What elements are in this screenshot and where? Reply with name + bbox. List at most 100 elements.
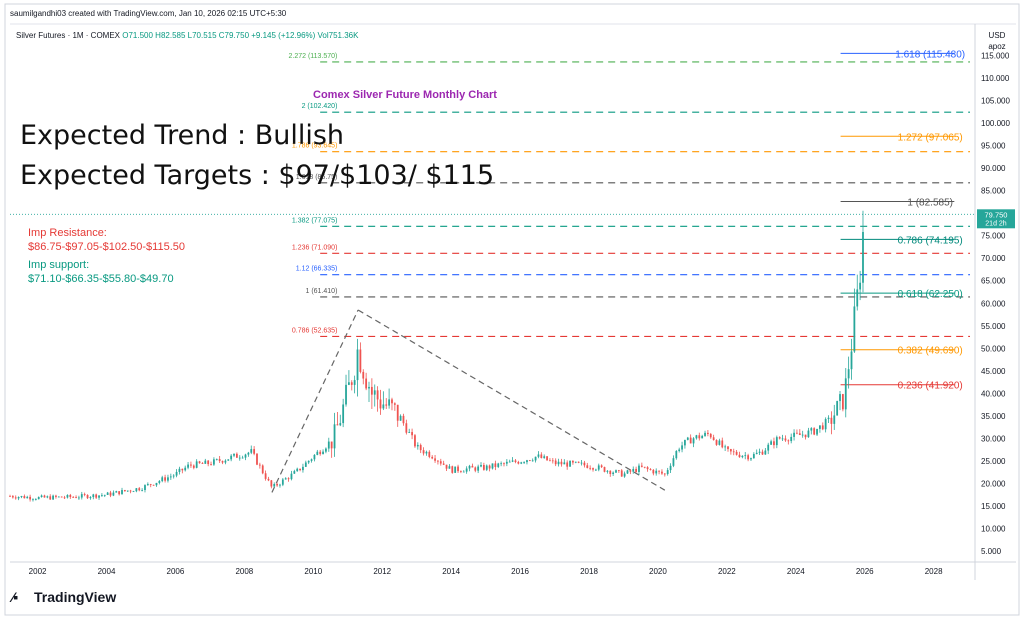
- candle-body: [215, 459, 218, 460]
- candle-body: [600, 465, 603, 468]
- candle-body: [661, 471, 663, 474]
- y-tick-label: 60.000: [981, 299, 1006, 308]
- candle-body: [577, 461, 580, 463]
- candle-body: [184, 467, 187, 471]
- candle-body: [293, 471, 296, 474]
- candle-body: [342, 404, 345, 424]
- candle-body: [862, 231, 864, 283]
- candle-body: [385, 404, 388, 406]
- candle-body: [761, 451, 764, 455]
- candle-body: [46, 496, 49, 498]
- candle-body: [313, 454, 316, 460]
- candle-body: [491, 463, 494, 469]
- candle-body: [528, 460, 531, 462]
- candle-body: [557, 461, 560, 465]
- candle-body: [227, 459, 230, 461]
- candle-body: [72, 497, 75, 498]
- fib-extension-label: 0.236 (41.920): [898, 381, 963, 392]
- y-tick-label: 55.000: [981, 322, 1006, 331]
- candle-body: [356, 349, 359, 381]
- x-tick-label: 2014: [442, 567, 460, 576]
- candle-body: [807, 430, 810, 438]
- candle-body: [135, 488, 138, 492]
- support-values: $71.10-$66.35-$55.80-$49.70: [28, 273, 174, 285]
- candle-body: [775, 437, 778, 446]
- candle-body: [819, 425, 821, 429]
- candle-body: [514, 460, 517, 463]
- tradingview-logo[interactable]: ⁄▪ TradingView: [12, 589, 116, 605]
- candle-body: [534, 456, 537, 461]
- candle-body: [37, 497, 40, 500]
- x-tick-label: 2022: [718, 567, 736, 576]
- candle-body: [531, 460, 534, 462]
- candle-body: [744, 455, 747, 457]
- candle-body: [839, 394, 841, 402]
- currency-label[interactable]: USD apoz: [982, 30, 1012, 52]
- candle-body: [161, 477, 164, 482]
- symbol-name: Silver Futures · 1M · COMEX: [16, 31, 121, 40]
- candle-body: [210, 464, 212, 465]
- candle-body: [287, 478, 290, 480]
- candle-body: [681, 445, 683, 450]
- candle-body: [307, 460, 310, 463]
- candle-body: [172, 475, 175, 477]
- candle-body: [540, 454, 543, 458]
- candle-body: [178, 468, 181, 472]
- candle-body: [290, 473, 293, 480]
- candle-body: [192, 465, 195, 468]
- candle-body: [408, 432, 411, 433]
- resistance-title: Imp Resistance:: [28, 227, 107, 239]
- candle-body: [629, 470, 632, 472]
- expected-trend: Expected Trend : Bullish: [20, 120, 345, 151]
- candle-body: [549, 460, 551, 462]
- candle-body: [123, 490, 126, 492]
- candle-body: [793, 432, 795, 437]
- currency-code: USD: [988, 31, 1006, 40]
- candle-body: [146, 484, 149, 486]
- y-tick-label: 5.000: [981, 547, 1002, 556]
- resistance-values: $86.75-$97.05-$102.50-$115.50: [28, 241, 185, 253]
- candle-body: [790, 436, 793, 442]
- candle-body: [445, 464, 448, 469]
- candle-body: [40, 495, 43, 498]
- candle-body: [167, 477, 169, 481]
- candle-body: [488, 465, 491, 469]
- candle-body: [701, 435, 704, 439]
- candle-body: [560, 461, 563, 465]
- symbol-legend[interactable]: Silver Futures · 1M · COMEX O71.500 H82.…: [16, 31, 358, 40]
- candle-body: [666, 470, 669, 475]
- candle-body: [238, 457, 241, 459]
- candle-body: [844, 378, 847, 410]
- candle-body: [402, 415, 405, 424]
- candle-body: [164, 477, 166, 481]
- outer-border: [4, 3, 1020, 616]
- candle-body: [319, 451, 322, 455]
- fib-extension-label: 1.272 (97.065): [898, 132, 963, 143]
- fib-level-label: 1 (61.410): [305, 288, 337, 295]
- last-price-countdown: 21d 2h: [985, 220, 1007, 227]
- candle-body: [796, 432, 798, 434]
- candle-body: [431, 456, 434, 459]
- candle-body: [330, 441, 333, 449]
- candle-body: [121, 490, 123, 495]
- candle-body: [609, 470, 612, 475]
- candle-body: [485, 465, 488, 470]
- candle-body: [859, 282, 862, 290]
- candle-body: [126, 490, 129, 492]
- support-note: Imp support: $71.10-$66.35-$55.80-$49.70: [28, 258, 174, 286]
- candle-body: [523, 462, 525, 463]
- candle-body: [244, 454, 247, 458]
- candle-body: [322, 451, 324, 455]
- candle-body: [850, 351, 853, 370]
- candle-body: [767, 444, 770, 451]
- candle-body: [66, 494, 69, 498]
- candle-body: [213, 459, 215, 465]
- fib-extension-label: 0.382 (49.690): [898, 346, 963, 357]
- candle-body: [816, 428, 818, 435]
- candle-body: [333, 424, 336, 449]
- candle-body: [468, 465, 471, 469]
- candle-body: [428, 451, 431, 457]
- candle-body: [741, 455, 744, 458]
